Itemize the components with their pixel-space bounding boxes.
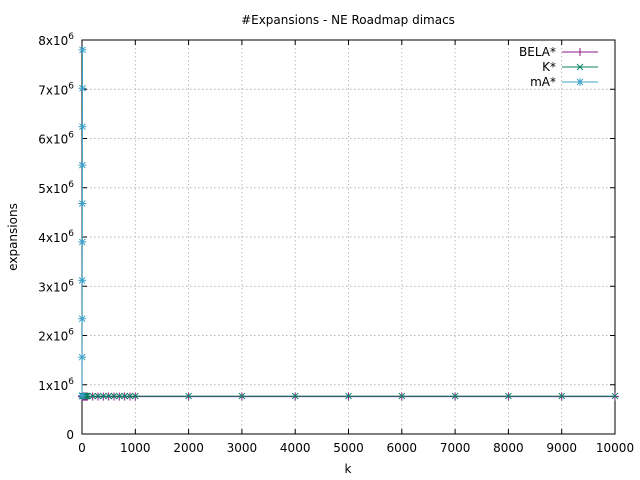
data-point [505, 392, 512, 400]
data-point [451, 392, 459, 400]
y-tick-label: 7x106 [38, 81, 74, 97]
series-ma [78, 45, 87, 400]
data-point [83, 392, 91, 400]
data-point [94, 392, 102, 400]
x-tick-label: 0 [78, 441, 86, 455]
y-tick-label: 8x106 [38, 32, 74, 48]
y-tick-label-exponent: 6 [68, 278, 74, 288]
data-point [78, 122, 87, 131]
x-tick-label: 2000 [173, 441, 204, 455]
legend-swatch-marker [576, 48, 584, 56]
data-point [121, 392, 128, 400]
y-tick-label: 1x106 [38, 377, 74, 393]
x-tick-label: 8000 [493, 441, 524, 455]
y-tick-label: 5x106 [38, 180, 74, 196]
data-point [611, 392, 619, 400]
data-point [78, 314, 87, 323]
x-tick-label: 9000 [546, 441, 577, 455]
y-tick-label: 4x106 [38, 229, 74, 245]
legend-label: BELA* [519, 45, 556, 59]
legend-swatch-marker [576, 63, 584, 71]
data-point [115, 392, 123, 400]
legend-label: mA* [530, 75, 556, 89]
series-group [78, 45, 619, 401]
data-point [291, 392, 299, 400]
legend: BELA*K*mA* [519, 45, 598, 89]
legend-label: K* [542, 60, 556, 74]
data-point [238, 392, 246, 400]
data-point [78, 276, 87, 285]
x-tick-label: 6000 [387, 441, 418, 455]
chart-title: #Expansions - NE Roadmap dimacs [241, 13, 455, 27]
data-point [78, 391, 87, 400]
data-point [78, 353, 87, 362]
data-point [110, 392, 118, 400]
x-tick-label: 5000 [333, 441, 364, 455]
y-tick-label-base: 2x10 [38, 330, 68, 344]
y-tick-label-base: 8x10 [38, 34, 68, 48]
y-tick-label: 3x106 [38, 278, 74, 294]
legend-item: K* [542, 60, 598, 74]
x-tick-label: 10000 [596, 441, 634, 455]
data-point [78, 161, 87, 170]
y-tick-label-base: 5x10 [38, 182, 68, 196]
x-axis-label: k [345, 462, 352, 476]
data-point [89, 392, 97, 400]
data-point [398, 392, 406, 400]
y-tick-label-exponent: 6 [68, 81, 74, 91]
data-point [78, 199, 87, 208]
legend-swatch-marker [576, 78, 584, 86]
y-tick-label-base: 4x10 [38, 231, 68, 245]
data-point [345, 392, 352, 400]
data-point [105, 392, 113, 400]
y-tick-label: 0 [66, 428, 74, 442]
data-point [558, 392, 566, 400]
legend-item: mA* [530, 75, 598, 89]
x-tick-label: 3000 [227, 441, 258, 455]
x-tick-label: 4000 [280, 441, 311, 455]
data-point [131, 392, 139, 400]
y-tick-label-exponent: 6 [68, 131, 74, 141]
data-point [78, 237, 87, 246]
legend-item: BELA* [519, 45, 598, 59]
y-axis-label: expansions [6, 203, 20, 271]
y-tick-label-exponent: 6 [68, 377, 74, 387]
x-tick-label: 1000 [120, 441, 151, 455]
y-tick-label-base: 0 [66, 428, 74, 442]
data-point [185, 392, 192, 400]
y-tick-label-exponent: 6 [68, 180, 74, 190]
y-tick-label-base: 7x10 [38, 83, 68, 97]
y-tick-label-base: 1x10 [38, 379, 68, 393]
y-tick-label-exponent: 6 [68, 328, 74, 338]
y-tick-label: 2x106 [38, 328, 74, 344]
y-tick-label-exponent: 6 [68, 229, 74, 239]
data-point [78, 84, 87, 93]
data-point [126, 392, 134, 400]
data-point [78, 45, 87, 54]
data-point [99, 392, 107, 400]
x-tick-label: 7000 [440, 441, 471, 455]
y-tick-label: 6x106 [38, 131, 74, 147]
axis-ticks: 0 1000 2000 3000 4000 5000 6000 7000 8000 9000 100… [38, 32, 634, 455]
y-tick-label-exponent: 6 [68, 32, 74, 42]
y-tick-label-base: 3x10 [38, 280, 68, 294]
y-tick-label-base: 6x10 [38, 133, 68, 147]
grid [82, 40, 615, 434]
